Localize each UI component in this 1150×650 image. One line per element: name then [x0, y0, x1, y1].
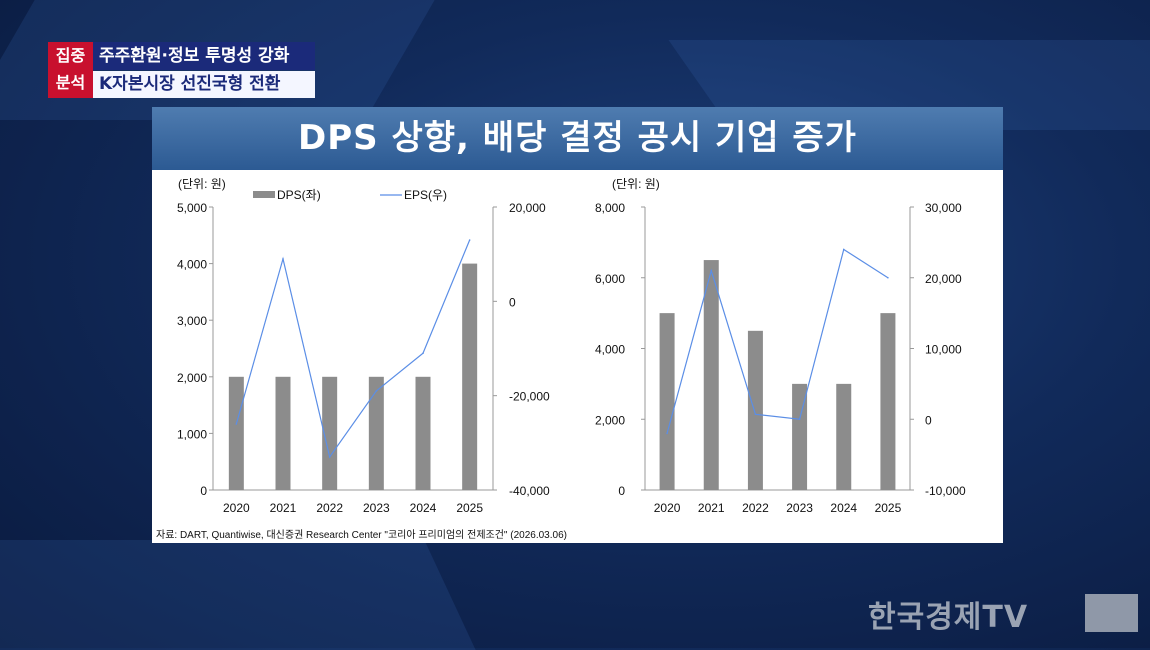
dps-bar — [659, 313, 675, 490]
eps-point — [422, 352, 424, 355]
x-tick-label: 2024 — [410, 501, 437, 515]
channel-logo: 한국경제TV — [868, 600, 1029, 635]
left-tick-label: 0 — [200, 484, 207, 498]
x-tick-label: 2021 — [698, 501, 725, 515]
x-tick-label: 2022 — [316, 501, 343, 515]
left-tick-label: 3,000 — [177, 314, 207, 328]
dps-bar — [880, 313, 896, 490]
logo-box — [1085, 594, 1138, 632]
left-tick-label: 8,000 — [595, 201, 625, 215]
eps-point — [375, 390, 378, 392]
right-tick-label: -40,000 — [509, 484, 550, 498]
left-tick-label: 4,000 — [177, 258, 207, 272]
eps-point — [328, 456, 331, 458]
legend-dps-swatch — [253, 191, 275, 198]
x-tick-label: 2023 — [786, 501, 813, 515]
x-tick-label: 2020 — [223, 501, 250, 515]
left-tick-label: 2,000 — [177, 371, 207, 385]
eps-line — [666, 248, 889, 434]
eps-point — [235, 423, 238, 425]
right-tick-label: 20,000 — [509, 201, 546, 215]
legend-eps-label: EPS(우) — [404, 188, 447, 202]
badge-line-2: 분석 — [55, 73, 86, 92]
right-tick-label: 20,000 — [925, 272, 962, 286]
unit-label: (단위: 원) — [178, 177, 226, 191]
dps-bar — [703, 260, 719, 490]
left-tick-label: 6,000 — [595, 272, 625, 286]
chart-panel — [152, 170, 1003, 543]
eps-point — [666, 432, 668, 435]
left-tick-label: 0 — [618, 484, 625, 498]
dps-bar — [275, 376, 291, 490]
dps-bar — [228, 376, 244, 490]
subtitle-2: K자본시장 선진국형 전환 — [93, 71, 315, 98]
x-tick-label: 2020 — [654, 501, 681, 515]
left-tick-label: 4,000 — [595, 343, 625, 357]
x-tick-label: 2022 — [742, 501, 769, 515]
dps-bar — [415, 376, 431, 490]
eps-point — [282, 258, 284, 260]
badge-line-1: 집중 — [55, 46, 86, 65]
eps-point — [842, 248, 845, 251]
right-tick-label: 0 — [925, 413, 932, 427]
subtitle-1: 주주환원·정보 투명성 강화 — [93, 42, 315, 70]
x-tick-label: 2025 — [456, 501, 483, 515]
source-note: 자료: DART, Quantiwise, 대신증권 Research Cent… — [156, 530, 567, 541]
left-tick-label: 2,000 — [595, 413, 625, 427]
right-tick-label: 10,000 — [925, 343, 962, 357]
eps-point — [710, 269, 713, 272]
right-tick-label: 30,000 — [925, 201, 962, 215]
right-tick-label: -20,000 — [509, 390, 550, 404]
x-tick-label: 2024 — [830, 501, 857, 515]
dps-bar — [747, 330, 763, 490]
right-tick-label: 0 — [509, 295, 516, 309]
left-tick-label: 1,000 — [177, 427, 207, 441]
dps-bar — [836, 383, 852, 490]
x-tick-label: 2025 — [875, 501, 902, 515]
eps-line — [235, 239, 471, 459]
x-tick-label: 2021 — [270, 501, 297, 515]
dps-bar — [462, 263, 478, 490]
page-title: DPS 상향, 배당 결정 공시 기업 증가 — [152, 107, 1003, 170]
x-tick-label: 2023 — [363, 501, 390, 515]
left-tick-label: 5,000 — [177, 201, 207, 215]
right-tick-label: -10,000 — [925, 484, 966, 498]
eps-point — [798, 418, 801, 421]
eps-point — [468, 239, 471, 241]
dps-bar — [368, 376, 384, 490]
dps-bar — [792, 383, 808, 490]
dps-bar — [322, 376, 338, 490]
eps-point — [887, 276, 889, 279]
unit-label: (단위: 원) — [612, 177, 660, 191]
eps-point — [754, 413, 757, 416]
legend-dps-label: DPS(좌) — [277, 188, 321, 202]
